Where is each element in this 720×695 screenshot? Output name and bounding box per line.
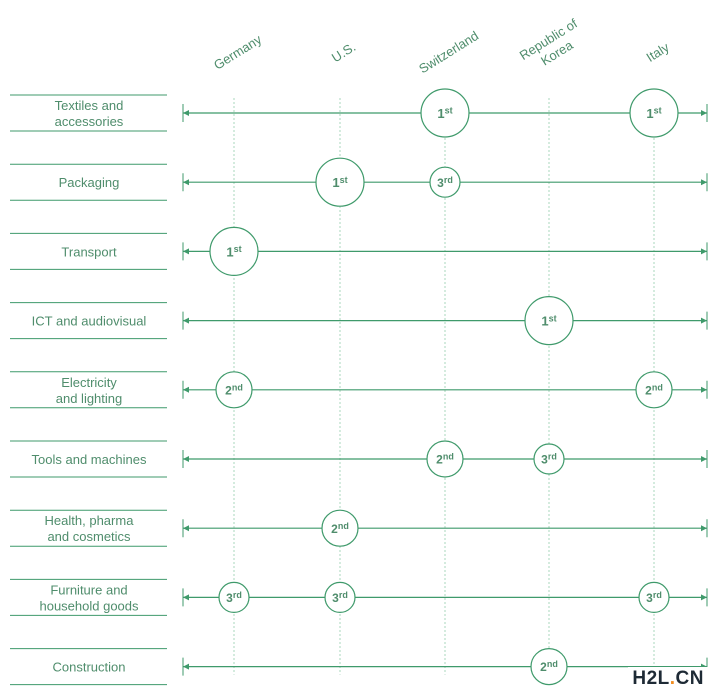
rank-label: 2nd: [225, 382, 243, 397]
rank-label: 2nd: [436, 452, 454, 467]
rank-bubble-ict-and-audiovisual-republic-of-korea: [524, 296, 574, 346]
arrow-right-icon: [701, 594, 707, 601]
rank-label: 2nd: [540, 659, 558, 674]
category-label-ict-and-audiovisual: ICT and audiovisual: [32, 314, 147, 329]
arrow-right-icon: [701, 110, 707, 116]
arrow-left-icon: [183, 663, 189, 670]
rank-label: 3rd: [541, 452, 557, 467]
category-label-furniture-and-household-goods: Furniture and household goods: [39, 582, 139, 613]
rank-bubble-packaging-u-s: [315, 157, 365, 207]
arrow-left-icon: [183, 248, 189, 255]
rank-label: 3rd: [332, 590, 348, 605]
rank-bubble-furniture-and-household-goods-germany: [218, 581, 250, 614]
country-label-italy: Italy: [644, 39, 673, 65]
country-label-u-s: U.S.: [329, 39, 358, 65]
rank-bubble-health-pharma-and-cosmetics-u-s: [321, 509, 359, 547]
arrow-left-icon: [183, 594, 189, 601]
category-label-packaging: Packaging: [59, 175, 120, 190]
rank-label: 3rd: [226, 590, 242, 605]
watermark-logo: H2L.CN: [628, 667, 708, 691]
arrow-left-icon: [183, 110, 189, 116]
arrow-right-icon: [701, 248, 707, 255]
rank-label: 1st: [437, 106, 452, 121]
rank-bubble-transport-germany: [209, 226, 259, 276]
arrow-right-icon: [701, 179, 707, 186]
rank-bubble-electricity-and-lighting-germany: [215, 371, 253, 409]
rank-bubble-construction-republic-of-korea: [530, 647, 568, 686]
rank-label: 1st: [646, 106, 661, 121]
arrow-left-icon: [183, 456, 189, 462]
rank-bubble-textiles-and-accessories-switzerland: [420, 88, 470, 138]
arrow-left-icon: [183, 386, 189, 393]
rank-label: 2nd: [331, 521, 349, 536]
category-label-electricity-and-lighting: Electricity and lighting: [56, 375, 123, 406]
category-label-tools-and-machines: Tools and machines: [32, 452, 147, 467]
category-label-construction: Construction: [53, 660, 126, 675]
arrow-right-icon: [701, 386, 707, 393]
rank-bubble-furniture-and-household-goods-italy: [638, 581, 670, 614]
rank-bubble-furniture-and-household-goods-u-s: [324, 581, 356, 614]
rank-label: 1st: [226, 244, 241, 259]
arrow-right-icon: [701, 456, 707, 462]
rank-bubble-tools-and-machines-switzerland: [426, 440, 464, 478]
category-label-textiles-and-accessories: Textiles and accessories: [55, 98, 124, 129]
country-label-republic-of-korea: Republic ofKorea: [517, 16, 589, 77]
country-label-germany: Germany: [211, 31, 265, 72]
arrow-right-icon: [701, 525, 707, 532]
arrow-left-icon: [183, 317, 189, 324]
arrow-right-icon: [701, 317, 707, 324]
rank-label: 1st: [332, 175, 347, 190]
country-label-switzerland: Switzerland: [416, 28, 481, 76]
arrow-left-icon: [183, 179, 189, 186]
category-label-health-pharma-and-cosmetics: Health, pharma and cosmetics: [45, 513, 135, 544]
rank-bubble-packaging-switzerland: [429, 166, 461, 198]
rank-label: 2nd: [645, 382, 663, 397]
rank-label: 1st: [541, 313, 556, 328]
rank-label: 3rd: [437, 175, 453, 190]
rank-label: 3rd: [646, 590, 662, 605]
arrow-left-icon: [183, 525, 189, 532]
rank-bubble-electricity-and-lighting-italy: [635, 371, 673, 409]
rank-bubble-textiles-and-accessories-italy: [629, 88, 679, 138]
rank-bubble-tools-and-machines-republic-of-korea: [533, 443, 565, 475]
category-label-transport: Transport: [61, 244, 117, 259]
